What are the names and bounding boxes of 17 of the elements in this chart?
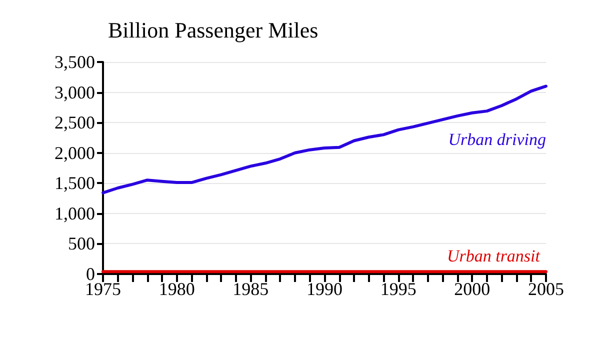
- x-tick-label: 1995: [380, 279, 416, 299]
- y-tick-label: 2,000: [54, 142, 95, 163]
- series-label: Urban driving: [448, 130, 546, 150]
- x-tick-label: 2000: [454, 279, 490, 299]
- line-series: [102, 84, 548, 194]
- y-tick-label: 3,000: [54, 82, 95, 102]
- x-tick-label: 1985: [232, 279, 269, 299]
- series-label: Urban transit: [446, 246, 542, 266]
- chart-title: Billion Passenger Miles: [108, 18, 318, 42]
- y-tick-label: 1,000: [54, 203, 95, 224]
- x-tick-label: 1990: [306, 279, 342, 299]
- y-tick-label: 3,500: [54, 52, 95, 72]
- y-tick-label: 1,500: [54, 173, 95, 194]
- x-tick-label: 2005: [528, 279, 564, 299]
- y-tick-label: 2,500: [54, 112, 95, 133]
- x-tick-label: 1980: [158, 279, 195, 299]
- y-tick-label: 500: [68, 234, 95, 254]
